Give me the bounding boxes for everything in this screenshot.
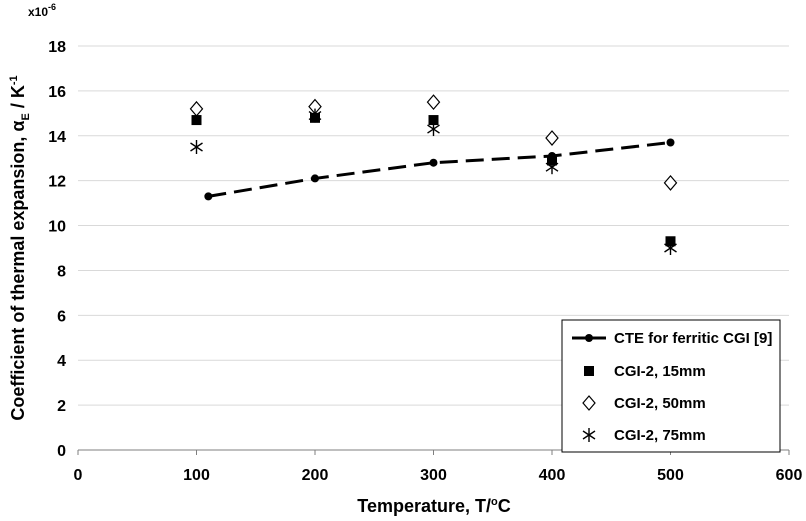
series-0-point-1	[311, 174, 319, 183]
y-tick-label-18: 18	[48, 39, 66, 56]
legend-box	[561, 319, 781, 453]
series-3-point-1	[308, 108, 322, 123]
series-1-point-2	[428, 115, 439, 126]
legend-label-50mm: CGI-2, 50mm	[614, 395, 706, 412]
y-tick-label-2: 2	[57, 398, 66, 415]
series-3-point-0	[190, 140, 203, 154]
legend-marker-diamond	[582, 395, 596, 411]
y-tick-label-8: 8	[57, 263, 66, 280]
y-tick-label-10: 10	[48, 219, 66, 236]
gridlines	[78, 45, 789, 406]
legend-label-cte: CTE for ferritic CGI [9]	[614, 330, 772, 347]
y-tick-label-12: 12	[48, 174, 66, 191]
series-3	[190, 108, 677, 255]
series-0-point-4	[666, 138, 675, 147]
series-3-point-3	[545, 160, 559, 175]
legend-item-15mm: CGI-2, 15mm	[584, 363, 706, 380]
x-tick-label-100: 100	[183, 467, 210, 484]
x-tick-label-500: 500	[657, 467, 684, 484]
series-3-point-2	[427, 122, 440, 137]
x-tick-label-600: 600	[776, 467, 803, 484]
series-2-point-2	[426, 94, 441, 111]
legend-marker-asterisk	[582, 428, 596, 442]
y-tick-label-6: 6	[57, 308, 66, 325]
series-0-line	[208, 141, 671, 198]
series-2-point-4	[663, 174, 678, 191]
y-tick-label-4: 4	[57, 353, 66, 370]
y-tick-label-16: 16	[48, 84, 66, 101]
x-tick-label-300: 300	[420, 467, 447, 484]
x-axis-title: Temperature, T/oC	[357, 496, 510, 516]
x-tick-label-200: 200	[302, 467, 329, 484]
tick-labels: 0 2 4 6 8 10 12 14 16 18 0 100 200 300 400 500 600	[48, 39, 802, 484]
series-2-point-3	[545, 130, 559, 146]
series-2	[189, 94, 678, 191]
legend-item-50mm: CGI-2, 50mm	[582, 395, 706, 412]
legend-label-75mm: CGI-2, 75mm	[614, 427, 706, 444]
data-series	[189, 94, 678, 255]
y-tick-label-0: 0	[57, 443, 66, 460]
y-axis-multiplier: x10-6	[28, 2, 56, 19]
legend-marker-circle	[585, 334, 593, 342]
y-axis-title: Coefficient of thermal expansion, αE / K…	[8, 75, 32, 420]
series-1-point-0	[191, 115, 202, 126]
series-2-point-0	[189, 100, 204, 117]
series-3-point-4	[664, 241, 677, 255]
x-tick-label-0: 0	[74, 467, 83, 484]
series-0-point-0	[204, 192, 213, 201]
series-0	[204, 138, 675, 201]
legend-marker-square	[584, 366, 594, 376]
series-0-point-2	[429, 158, 438, 167]
legend-item-cte: CTE for ferritic CGI [9]	[572, 330, 772, 347]
y-tick-label-14: 14	[48, 129, 66, 146]
legend-label-15mm: CGI-2, 15mm	[614, 363, 706, 380]
x-tick-label-400: 400	[539, 467, 566, 484]
legend-item-75mm: CGI-2, 75mm	[582, 427, 706, 444]
legend: CTE for ferritic CGI [9] CGI-2, 15mm CGI…	[561, 319, 781, 453]
